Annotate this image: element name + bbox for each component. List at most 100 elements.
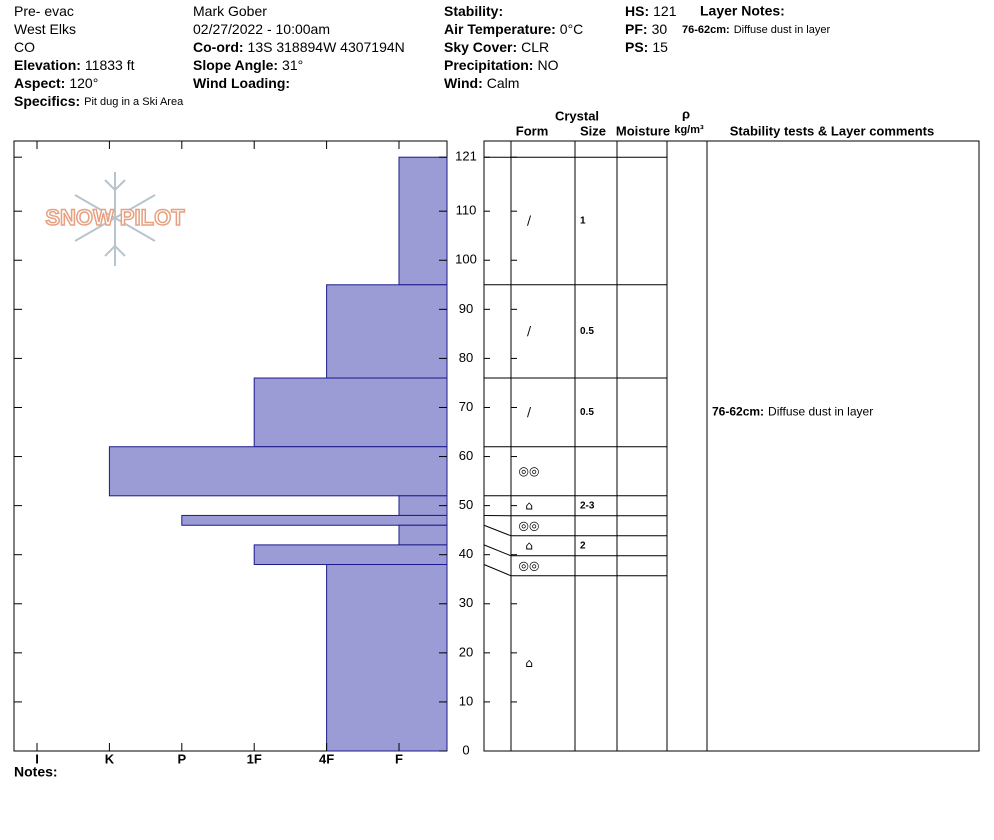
field-value: 31° [282, 57, 303, 73]
field-label: Specifics: [14, 93, 80, 109]
header-field: CO [14, 39, 35, 55]
hardness-bar [398, 524, 448, 546]
notes-label: Notes: [14, 764, 58, 780]
header-field: Pre- evac [14, 3, 74, 19]
table-frame [483, 140, 980, 752]
col-header: Moisture [616, 123, 670, 138]
field-label: Slope Angle: [193, 57, 278, 73]
header-field: Sky Cover: CLR [444, 39, 549, 55]
grain-form: / [527, 324, 532, 338]
note-range: 76-62cm: [682, 24, 730, 36]
grain-size: 0.5 [580, 407, 594, 418]
y-tick-label: 60 [459, 448, 473, 463]
field-value: West Elks [14, 21, 76, 37]
field-value: Pre- evac [14, 3, 74, 19]
header-field: Stability: [444, 3, 503, 19]
grain-form: ⌂ [525, 656, 533, 670]
header-field: HS: 121 [625, 3, 677, 19]
header-field: Co-ord: 13S 318894W 4307194N [193, 39, 405, 55]
col-header: ρ [682, 106, 690, 121]
grain-size: 2 [580, 540, 586, 551]
field-value: 11833 ft [85, 57, 135, 73]
hardness-bar [326, 564, 448, 752]
x-tick-label: I [35, 751, 39, 766]
field-value: Calm [487, 75, 520, 91]
header-field: Mark Gober [193, 3, 267, 19]
field-label: Wind Loading: [193, 75, 290, 91]
col-header: kg/m³ [674, 124, 704, 136]
header-field: Air Temperature: 0°C [444, 21, 583, 37]
field-value: NO [537, 57, 558, 73]
grain-form: ⌂ [525, 538, 533, 552]
y-tick-label: 100 [455, 252, 477, 267]
header-field: 02/27/2022 - 10:00am [193, 21, 330, 37]
header-field: PS: 15 [625, 39, 668, 55]
y-tick-label: 121 [455, 149, 477, 164]
layer-note: 76-62cm: Diffuse dust in layer [682, 24, 830, 36]
hardness-bar [326, 284, 448, 379]
note-text: Diffuse dust in layer [734, 24, 831, 36]
grain-form: ◎◎ [519, 518, 540, 532]
y-tick-label: 40 [459, 546, 473, 561]
grain-size: 1 [580, 216, 586, 227]
note-range: 76-62cm: [712, 405, 764, 419]
y-tick-label: 70 [459, 399, 473, 414]
logo [74, 172, 156, 266]
field-label: Elevation: [14, 57, 81, 73]
layer-notes-label: Layer Notes: [700, 3, 785, 19]
layer-comment: 76-62cm: Diffuse dust in layer [712, 405, 873, 419]
layer-boundary [483, 544, 667, 557]
field-label: Co-ord: [193, 39, 244, 55]
y-tick-label: 30 [459, 595, 473, 610]
header-field: Slope Angle: 31° [193, 57, 303, 73]
y-tick-label: 90 [459, 301, 473, 316]
grain-form: ◎◎ [519, 558, 540, 572]
grain-form: / [527, 213, 532, 227]
header-field: PF: 30 [625, 21, 667, 37]
field-label: Stability: [444, 3, 503, 19]
header-field: West Elks [14, 21, 76, 37]
field-value: CLR [521, 39, 549, 55]
header-field: Precipitation: NO [444, 57, 559, 73]
x-tick-label: 1F [247, 751, 262, 766]
x-tick-label: K [105, 751, 115, 766]
field-label: Aspect: [14, 75, 65, 91]
field-value: 120° [69, 75, 98, 91]
hardness-bar [253, 544, 448, 566]
field-label: PS: [625, 39, 648, 55]
col-header: Crystal [555, 108, 599, 123]
field-value: 121 [653, 3, 677, 19]
logo-text: SNOW PILOT [45, 205, 185, 230]
field-label: PF: [625, 21, 648, 37]
y-tick-label: 80 [459, 350, 473, 365]
field-value: Pit dug in a Ski Area [84, 96, 184, 108]
field-value: 02/27/2022 - 10:00am [193, 21, 330, 37]
field-value: Mark Gober [193, 3, 267, 19]
hardness-bar [181, 514, 448, 526]
x-tick-label: F [395, 751, 403, 766]
field-value: 30 [652, 21, 668, 37]
field-value: 0°C [560, 21, 584, 37]
hardness-bar [108, 446, 448, 497]
header-field: Specifics: Pit dug in a Ski Area [14, 93, 184, 109]
layer-boundary [483, 524, 667, 537]
grain-form: / [527, 405, 532, 419]
col-header: Form [516, 123, 549, 138]
y-tick-label: 20 [459, 644, 473, 659]
x-tick-label: P [177, 751, 186, 766]
field-value: 15 [652, 39, 668, 55]
col-header: Stability tests & Layer comments [730, 123, 934, 138]
note-text: Diffuse dust in layer [768, 405, 873, 419]
col-header: Size [580, 123, 606, 138]
grain-size: 0.5 [580, 326, 594, 337]
y-tick-label: 50 [459, 497, 473, 512]
field-label: Sky Cover: [444, 39, 517, 55]
y-tick-label: 10 [459, 693, 473, 708]
header-field: Wind: Calm [444, 75, 519, 91]
layer-boundary [483, 564, 667, 577]
y-tick-label: 110 [456, 203, 477, 218]
grain-form: ⌂ [525, 498, 533, 512]
hardness-bar [398, 156, 448, 286]
header-field: Elevation: 11833 ft [14, 57, 135, 73]
